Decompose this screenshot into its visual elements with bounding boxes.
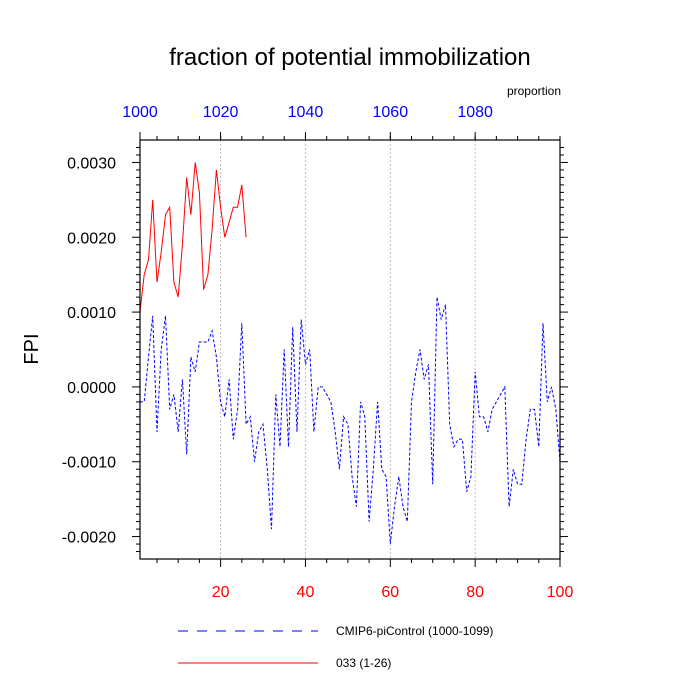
series-line-0 bbox=[140, 297, 561, 545]
x-tick-label-bottom: 40 bbox=[297, 584, 315, 601]
y-tick-label: 0.0020 bbox=[67, 230, 116, 247]
x-tick-label-top: 1080 bbox=[457, 104, 493, 121]
series-line-1 bbox=[139, 162, 247, 313]
x-tick-label-top: 1060 bbox=[373, 104, 409, 121]
x-tick-label-top: 1040 bbox=[288, 104, 324, 121]
ticks-layer: 20 40 60 80 100 1000 1020 1040 1060 1080 0.0030 0.0… bbox=[62, 104, 574, 601]
x-tick-label-bottom: 20 bbox=[212, 584, 230, 601]
x-tick-label-bottom: 80 bbox=[466, 584, 484, 601]
legend: CMIP6-piControl (1000-1099) 033 (1-26) bbox=[178, 624, 493, 670]
series-layer bbox=[139, 162, 561, 545]
legend-label-0: CMIP6-piControl (1000-1099) bbox=[336, 624, 493, 638]
top-axis-label: proportion bbox=[507, 84, 561, 98]
chart-title: fraction of potential immobilization bbox=[169, 44, 531, 71]
y-axis-label: FPI bbox=[21, 333, 43, 364]
x-tick-label-top: 1020 bbox=[203, 104, 239, 121]
x-tick-label-bottom: 100 bbox=[547, 584, 574, 601]
y-tick-label: 0.0000 bbox=[67, 380, 116, 397]
y-tick-label: -0.0010 bbox=[62, 455, 116, 472]
grid-layer bbox=[220, 140, 476, 559]
y-tick-label: -0.0020 bbox=[62, 530, 116, 547]
plot-frame bbox=[139, 139, 561, 560]
x-tick-label-bottom: 60 bbox=[381, 584, 399, 601]
x-tick-label-top: 1000 bbox=[122, 104, 158, 121]
legend-label-1: 033 (1-26) bbox=[336, 656, 391, 670]
y-tick-label: 0.0030 bbox=[67, 155, 116, 172]
y-tick-label: 0.0010 bbox=[67, 305, 116, 322]
